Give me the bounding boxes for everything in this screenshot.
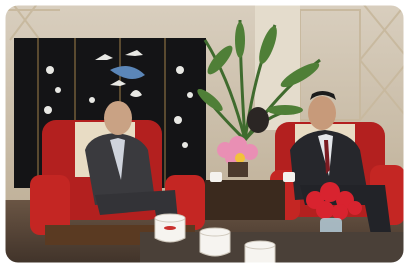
scene [0, 0, 409, 268]
background-person [247, 107, 269, 133]
cup-emblem [164, 226, 176, 230]
photo [0, 0, 409, 268]
